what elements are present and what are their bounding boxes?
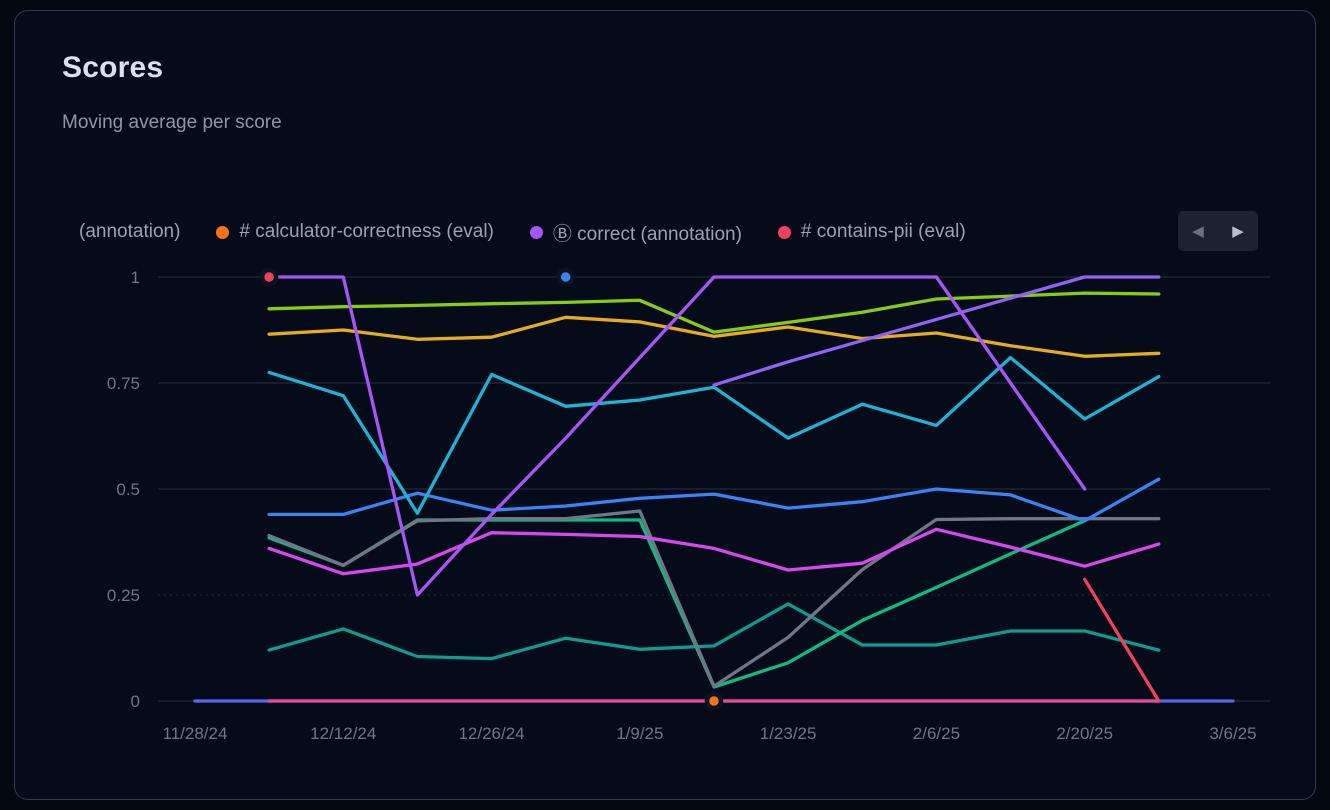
legend-prev-button[interactable]: ◀ — [1184, 222, 1212, 241]
x-tick-label: 12/12/24 — [310, 724, 376, 743]
x-tick-label: 1/9/25 — [616, 724, 663, 743]
x-tick-label: 2/6/25 — [913, 724, 960, 743]
series-line-red — [1083, 577, 1161, 703]
y-tick-label: 0 — [131, 692, 140, 711]
legend-item-correct-annotation[interactable]: Ⓑ correct (annotation) — [529, 219, 742, 246]
point-marker-calculator-correctness-point[interactable] — [704, 691, 724, 711]
x-tick-label: 11/28/24 — [163, 724, 228, 743]
series-line-cyan — [267, 355, 1161, 515]
legend-item-calculator-correctness[interactable]: # calculator-correctness (eval) — [216, 221, 494, 243]
point-marker-blue-point[interactable] — [556, 267, 575, 287]
series-line-blue — [267, 477, 1161, 523]
legend-dot-purple — [529, 225, 543, 239]
scores-chart[interactable]: 1 0.75 0.5 0.25 0 11/28/24 12/12/24 12/26/24 1/9… — [0, 250, 1330, 770]
x-tick-label: 1/23/25 — [760, 724, 817, 743]
series-line-teal — [267, 602, 1161, 661]
series-line-purple — [267, 275, 1087, 597]
legend: (annotation) # calculator-correctness (e… — [79, 212, 1175, 252]
series-line-lime — [267, 291, 1161, 334]
y-tick-label: 0.5 — [116, 480, 140, 499]
series-line-emerald — [267, 518, 1087, 689]
legend-label: Ⓑ correct (annotation) — [552, 223, 742, 245]
y-tick-label: 1 — [131, 268, 140, 287]
legend-label: (annotation) — [79, 221, 181, 242]
x-tick-label: 3/6/25 — [1209, 724, 1256, 743]
scores-card: Scores Moving average per score (annotat… — [14, 10, 1316, 800]
y-tick-label: 0.25 — [107, 586, 140, 605]
series-line-violet — [712, 275, 1161, 387]
series-line-magenta — [267, 527, 1161, 576]
page-title: Scores — [62, 51, 164, 84]
chevron-left-icon: ◀ — [1192, 222, 1204, 240]
legend-item-annotation-truncated[interactable]: (annotation) — [79, 221, 180, 243]
legend-label: # calculator-correctness (eval) — [239, 221, 494, 242]
legend-pager: ◀ ▶ — [1178, 211, 1258, 251]
series-line-gray — [267, 509, 1161, 688]
x-tick-label: 2/20/25 — [1056, 724, 1113, 743]
y-tick-label: 0.75 — [107, 374, 140, 393]
page-subtitle: Moving average per score — [62, 112, 282, 133]
x-tick-label: 12/26/24 — [458, 724, 524, 743]
series-line-amber — [267, 315, 1161, 358]
point-marker-contains-pii-point[interactable] — [259, 267, 279, 287]
legend-next-button[interactable]: ▶ — [1224, 222, 1252, 241]
chevron-right-icon: ▶ — [1232, 222, 1244, 240]
legend-dot-orange — [216, 225, 230, 239]
legend-item-contains-pii[interactable]: # contains-pii (eval) — [777, 221, 966, 243]
legend-label: # contains-pii (eval) — [800, 221, 966, 242]
legend-dot-red — [777, 225, 791, 239]
